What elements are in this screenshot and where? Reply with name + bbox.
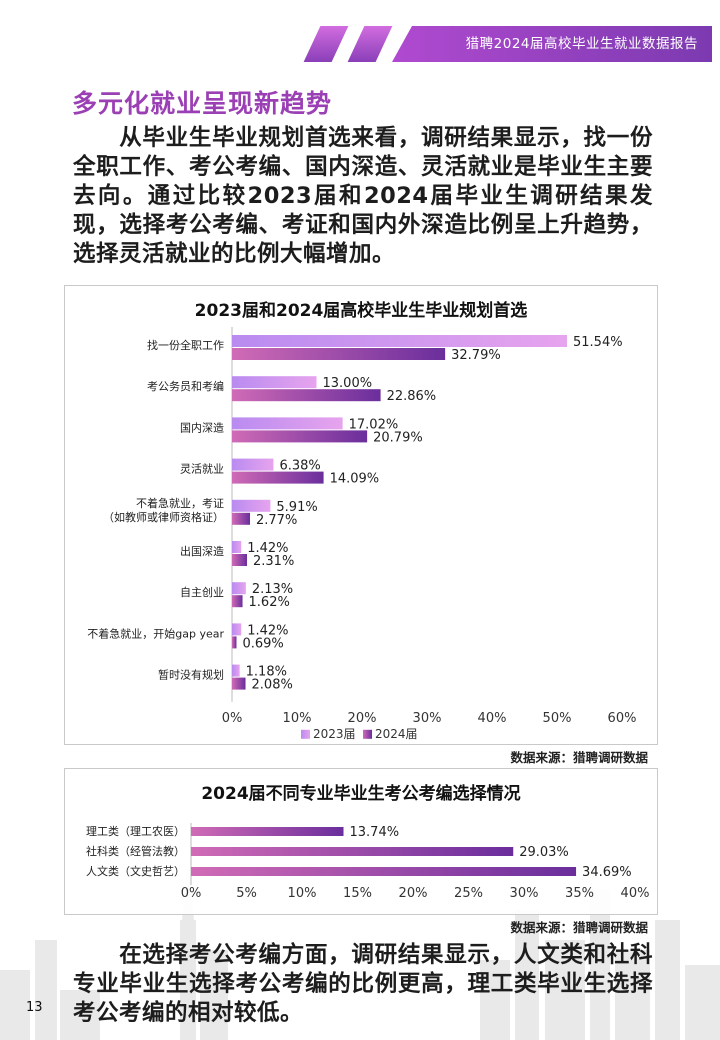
data-label: 2.13% <box>252 582 293 597</box>
bar-2023 <box>232 582 246 595</box>
bar-2024 <box>232 636 237 649</box>
section-title: 多元化就业呈现新趋势 <box>72 89 333 118</box>
civil-service-by-major-chart: 2024届不同专业毕业生考公考编选择情况 理工类（理工农医） 13.74% 社科类（… <box>64 768 658 915</box>
report-title: 猎聘2024届高校毕业生就业数据报告 <box>465 36 698 52</box>
bar-2023 <box>232 499 271 512</box>
bar-2024 <box>232 512 251 525</box>
x-tick-label: 60% <box>608 711 637 726</box>
legend-label: 2024届 <box>375 727 418 741</box>
conclusion-paragraph-text: 在选择考公考编方面，调研结果显示，人文类和社科专业毕业生选择考公考编的比例更高，… <box>73 942 653 1026</box>
city-skyline-decoration <box>0 860 720 1040</box>
x-tick-label: 30% <box>413 711 442 726</box>
category-label: 灵活就业 <box>180 462 224 476</box>
category-label: 社科类（经管法教） <box>86 844 185 858</box>
data-label: 5.91% <box>276 500 317 515</box>
bar-2023 <box>232 417 343 430</box>
x-tick-label: 20% <box>348 711 377 726</box>
graduation-plan-chart-plot: 找一份全职工作 51.54% 32.79% 考公务员和考编 13.00% 22.86% 国内… <box>87 327 637 741</box>
category-label: 找一份全职工作 <box>147 338 224 352</box>
bar-2023 <box>232 376 317 389</box>
data-label: 17.02% <box>349 417 399 432</box>
bar-2023 <box>232 664 240 677</box>
category-label: 暂时没有规划 <box>158 668 224 682</box>
data-label: 29.03% <box>519 845 569 860</box>
x-tick-label: 30% <box>510 886 539 901</box>
x-tick-label: 10% <box>288 886 317 901</box>
category-label: 考公务员和考编 <box>147 379 224 393</box>
data-label: 1.42% <box>247 623 288 638</box>
x-tick-label: 0% <box>222 711 243 726</box>
legend-swatch <box>363 729 372 739</box>
bar <box>191 827 344 836</box>
header-stripe-decoration <box>347 26 393 62</box>
bar-2024 <box>232 348 446 360</box>
data-label: 20.79% <box>373 430 423 445</box>
x-tick-label: 35% <box>565 886 594 901</box>
data-source: 数据来源：猎聘调研数据 <box>510 920 648 935</box>
bar-2024 <box>232 554 248 566</box>
category-label: 出国深造 <box>180 544 224 558</box>
page-number: 13 <box>26 1000 43 1015</box>
data-label: 32.79% <box>451 348 501 363</box>
data-label: 2.31% <box>253 554 294 569</box>
bar-2023 <box>232 623 242 636</box>
data-label: 1.18% <box>246 665 287 680</box>
category-label: 不着急就业，考证 <box>136 496 224 510</box>
data-label: 22.86% <box>387 389 437 404</box>
x-tick-label: 20% <box>399 886 428 901</box>
data-label: 1.62% <box>249 595 290 610</box>
header-stripe-decoration <box>303 26 349 62</box>
data-label: 14.09% <box>330 472 380 487</box>
category-label: 自主创业 <box>180 586 224 599</box>
category-label: 不着急就业，开始gap year <box>87 626 224 640</box>
bar-2024 <box>232 389 381 402</box>
data-label: 2.08% <box>252 678 293 693</box>
conclusion-paragraph: 在选择考公考编方面，调研结果显示，人文类和社科专业毕业生选择考公考编的比例更高，… <box>73 941 653 1028</box>
data-label: 1.42% <box>247 541 288 556</box>
x-tick-label: 10% <box>283 711 312 726</box>
bar <box>191 847 514 856</box>
chart-title: 2023届和2024届高校毕业生毕业规划首选 <box>194 301 528 321</box>
data-label: 0.69% <box>242 636 283 651</box>
bar-2024 <box>232 430 368 443</box>
x-tick-label: 15% <box>343 886 372 901</box>
data-label: 13.74% <box>350 825 400 840</box>
civil-service-by-major-chart-plot: 理工类（理工农医） 13.74% 社科类（经管法教） 29.03% 人文类（文史哲艺） 3… <box>86 823 650 901</box>
graduation-plan-chart: 2023届和2024届高校毕业生毕业规划首选 找一份全职工作 51.54% 32.7… <box>64 285 658 745</box>
bar-2023 <box>232 335 568 347</box>
bar-2024 <box>232 595 243 608</box>
legend-swatch <box>301 729 310 739</box>
x-tick-label: 5% <box>236 886 257 901</box>
chart-title: 2024届不同专业毕业生考公考编选择情况 <box>201 784 521 804</box>
data-label: 2.77% <box>256 513 297 528</box>
data-label: 6.38% <box>279 459 320 474</box>
category-label: 人文类（文史哲艺） <box>86 864 185 878</box>
bar-2023 <box>232 541 242 553</box>
data-label: 34.69% <box>582 865 632 880</box>
x-tick-label: 50% <box>543 711 572 726</box>
bar-2023 <box>232 458 274 471</box>
bar-2024 <box>232 677 246 690</box>
intro-paragraph-text: 从毕业生毕业规划首选来看，调研结果显示，找一份全职工作、考公考编、国内深造、灵活… <box>73 125 653 267</box>
bar-2024 <box>232 471 324 484</box>
x-tick-label: 0% <box>181 886 202 901</box>
x-tick-label: 25% <box>454 886 483 901</box>
x-tick-label: 40% <box>621 886 650 901</box>
data-source: 数据来源：猎聘调研数据 <box>510 750 648 765</box>
x-tick-label: 40% <box>478 711 507 726</box>
data-label: 13.00% <box>323 376 373 391</box>
category-label: 国内深造 <box>180 420 224 434</box>
header-bar <box>392 26 712 62</box>
category-label: （如教师或律师资格证） <box>103 510 224 524</box>
data-label: 51.54% <box>573 335 623 350</box>
bar <box>191 867 577 876</box>
legend-label: 2023届 <box>313 727 356 741</box>
intro-paragraph: 从毕业生毕业规划首选来看，调研结果显示，找一份全职工作、考公考编、国内深造、灵活… <box>73 124 653 269</box>
category-label: 理工类（理工农医） <box>86 824 185 838</box>
